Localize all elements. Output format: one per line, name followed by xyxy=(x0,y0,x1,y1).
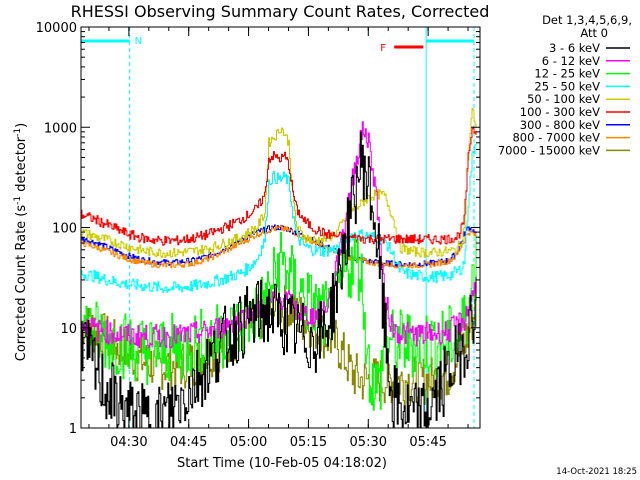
series-line-7 xyxy=(81,225,477,269)
plot-area: NF xyxy=(80,27,477,429)
x-tick-label: 05:30 xyxy=(350,435,387,450)
y-tick-label: 1 xyxy=(69,422,77,437)
y-axis-label-a: Corrected Count Rate (s xyxy=(14,205,29,362)
legend-label: 12 - 25 keV xyxy=(534,67,600,81)
x-tick-label: 05:15 xyxy=(290,435,327,450)
legend-header-line-2: Att 0 xyxy=(580,26,608,40)
legend-label: 100 - 300 keV xyxy=(520,105,600,119)
footer-date: 14-Oct-2021 18:25 xyxy=(556,467,637,477)
axes: 1 10 100 1000 10000 04:30 04:45 05:00 05:15 05:30… xyxy=(36,21,481,450)
legend-label: 300 - 800 keV xyxy=(520,118,600,132)
series-line-5 xyxy=(81,126,477,246)
x-tick-label: 04:45 xyxy=(170,435,207,450)
y-axis-label: Corrected Count Rate (s-1 detector-1) xyxy=(13,123,29,361)
y-axis-label-sup1: -1 xyxy=(13,196,23,205)
y-tick-label: 1000 xyxy=(44,121,77,136)
legend-label: 7000 - 15000 keV xyxy=(498,143,600,157)
x-tick-label: 04:30 xyxy=(110,435,147,450)
x-tick-label: 05:00 xyxy=(230,435,267,450)
legend-header-line-1: Det 1,3,4,5,6,9, xyxy=(542,13,632,27)
flare-label: F xyxy=(380,43,386,54)
y-axis-label-c: ) xyxy=(14,123,29,128)
legend-label: 50 - 100 keV xyxy=(527,92,600,106)
y-tick-label: 10000 xyxy=(36,21,77,36)
night-label: N xyxy=(135,36,142,47)
y-tick-label: 10 xyxy=(60,322,77,337)
legend-label: 6 - 12 keV xyxy=(542,54,600,68)
series-line-3 xyxy=(81,143,477,293)
series-line-0 xyxy=(81,131,477,429)
legend-label: 3 - 6 keV xyxy=(549,41,600,55)
legend-label: 25 - 50 keV xyxy=(534,79,600,93)
x-tick-label: 05:45 xyxy=(409,435,446,450)
chart-title: RHESSI Observing Summary Count Rates, Co… xyxy=(71,2,490,21)
y-axis-label-sup2: -1 xyxy=(13,128,23,137)
y-axis-label-b: detector xyxy=(14,136,29,196)
x-axis-label: Start Time (10-Feb-05 04:18:02) xyxy=(177,456,387,471)
series-line-4 xyxy=(81,108,477,259)
legend-label: 800 - 7000 keV xyxy=(512,131,600,145)
y-tick-label: 100 xyxy=(52,222,77,237)
